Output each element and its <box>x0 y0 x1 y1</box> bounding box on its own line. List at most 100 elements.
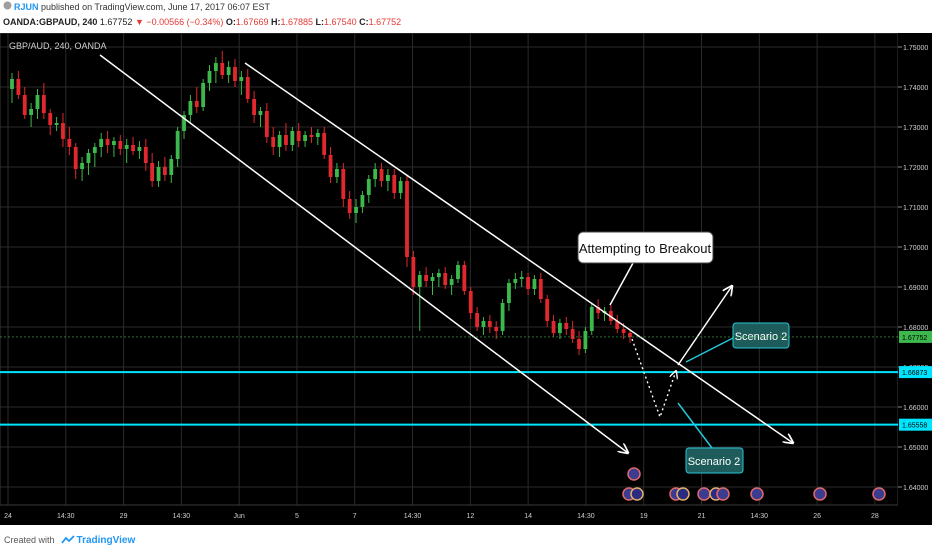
x-tick-label: 14:30 <box>57 513 75 520</box>
candle <box>150 153 155 187</box>
callout-attempting-breakout[interactable]: Attempting to Breakout <box>577 231 714 306</box>
candle <box>10 73 14 103</box>
candle <box>16 71 21 99</box>
candle <box>513 273 518 289</box>
event-markers[interactable] <box>622 467 886 501</box>
close-value: 1.67752 <box>368 17 402 27</box>
y-tick-label: 1.66000 <box>903 405 928 412</box>
x-tick-label: 14:30 <box>404 513 422 520</box>
price-change: ▼ −0.00566 (−0.34%) <box>134 17 224 27</box>
candle <box>245 69 250 103</box>
time-axis[interactable] <box>0 505 932 525</box>
candle <box>54 117 59 131</box>
candle <box>341 163 346 207</box>
candle <box>303 131 307 147</box>
candle <box>494 321 499 339</box>
flag-gb-icon[interactable] <box>697 487 711 501</box>
candle <box>481 317 486 335</box>
candle <box>48 109 53 135</box>
candle <box>373 163 378 187</box>
level-price-label: 1.66873 <box>902 370 927 377</box>
candle <box>354 199 358 223</box>
flag-gb-icon[interactable] <box>716 487 730 501</box>
candle <box>290 127 295 151</box>
flag-gb-icon[interactable] <box>813 487 827 501</box>
plot-area <box>0 32 899 506</box>
candle <box>417 271 422 331</box>
candle <box>475 307 480 331</box>
price-axis-ticks: 1.75000 1.74000 1.73000 1.72000 1.71000 1.700… <box>898 45 928 492</box>
annotation-label: Scenario 2 <box>688 456 741 468</box>
y-tick-label: 1.72000 <box>903 165 928 172</box>
flag-au-icon[interactable] <box>676 487 690 501</box>
level-label-bg <box>899 366 932 379</box>
horizontal-levels <box>0 371 898 426</box>
y-tick-label: 1.74000 <box>903 85 928 92</box>
candle <box>201 79 206 111</box>
candle <box>277 131 282 157</box>
candle <box>309 127 314 143</box>
candlestick-chart[interactable]: Attempting to Breakout Scenario 2 Scenar… <box>0 32 932 525</box>
y-tick-label: 1.71000 <box>903 205 928 212</box>
x-tick-label: 29 <box>120 513 128 520</box>
candle <box>258 107 263 127</box>
candle <box>252 91 257 123</box>
level-label-bg <box>899 418 932 431</box>
tradingview-brand[interactable]: TradingView <box>76 535 136 546</box>
candle <box>436 269 441 287</box>
tradingview-logo-icon <box>60 531 75 551</box>
x-tick-label: 19 <box>640 513 648 520</box>
candle <box>67 127 72 155</box>
candle <box>226 61 231 83</box>
last-price-bg <box>899 330 932 343</box>
callout-scenario-2-lower[interactable]: Scenario 2 <box>677 402 744 474</box>
candle <box>551 315 556 337</box>
candle <box>239 71 244 95</box>
candle <box>99 133 104 157</box>
candle <box>538 273 543 303</box>
candle <box>589 303 594 335</box>
y-tick-label: 1.64000 <box>903 485 928 492</box>
candle <box>194 87 199 113</box>
candle <box>315 129 320 145</box>
flag-au-icon[interactable] <box>630 487 644 501</box>
publish-header: RJUN published on TradingView.com, June … <box>0 0 932 14</box>
chart-title: GBP/AUD, 240, OANDA <box>9 41 107 51</box>
footer: Created with TradingView <box>0 530 135 550</box>
candle <box>112 137 116 157</box>
chart-area[interactable]: Attempting to Breakout Scenario 2 Scenar… <box>0 32 932 525</box>
candle <box>519 271 524 287</box>
flag-gb-icon[interactable] <box>627 467 641 481</box>
open-value: 1.67669 <box>235 17 269 27</box>
candle <box>615 315 620 333</box>
candle <box>392 169 397 199</box>
candle <box>545 295 550 327</box>
x-tick-label: 21 <box>698 513 706 520</box>
candle <box>500 299 505 335</box>
candle <box>271 127 276 155</box>
price-axis[interactable] <box>898 33 932 505</box>
last-price: 1.67752 <box>99 17 133 27</box>
candle <box>124 139 129 163</box>
candle <box>398 177 403 199</box>
breakout-arrow <box>677 286 732 366</box>
candle <box>220 51 225 79</box>
candle <box>577 331 581 355</box>
y-tick-label: 1.73000 <box>903 125 928 132</box>
candle <box>118 135 123 155</box>
symbol-ohlc-bar: OANDA:GBPAUD, 240 1.67752 ▼ −0.00566 (−0… <box>0 14 932 30</box>
close-label: C: <box>359 17 369 27</box>
author-link[interactable]: RJUN <box>14 2 39 12</box>
candle <box>456 261 460 283</box>
flag-gb-icon[interactable] <box>872 487 886 501</box>
x-tick-label: 14:30 <box>173 513 191 520</box>
x-tick-label: 7 <box>353 513 357 520</box>
x-tick-label: 14 <box>524 513 532 520</box>
candle <box>468 287 473 319</box>
high-label: H: <box>270 17 281 27</box>
candle <box>443 267 448 289</box>
flag-gb-icon[interactable] <box>750 487 764 501</box>
channel-upper-arrow <box>244 62 793 443</box>
candle <box>22 87 27 119</box>
candle <box>296 123 301 147</box>
